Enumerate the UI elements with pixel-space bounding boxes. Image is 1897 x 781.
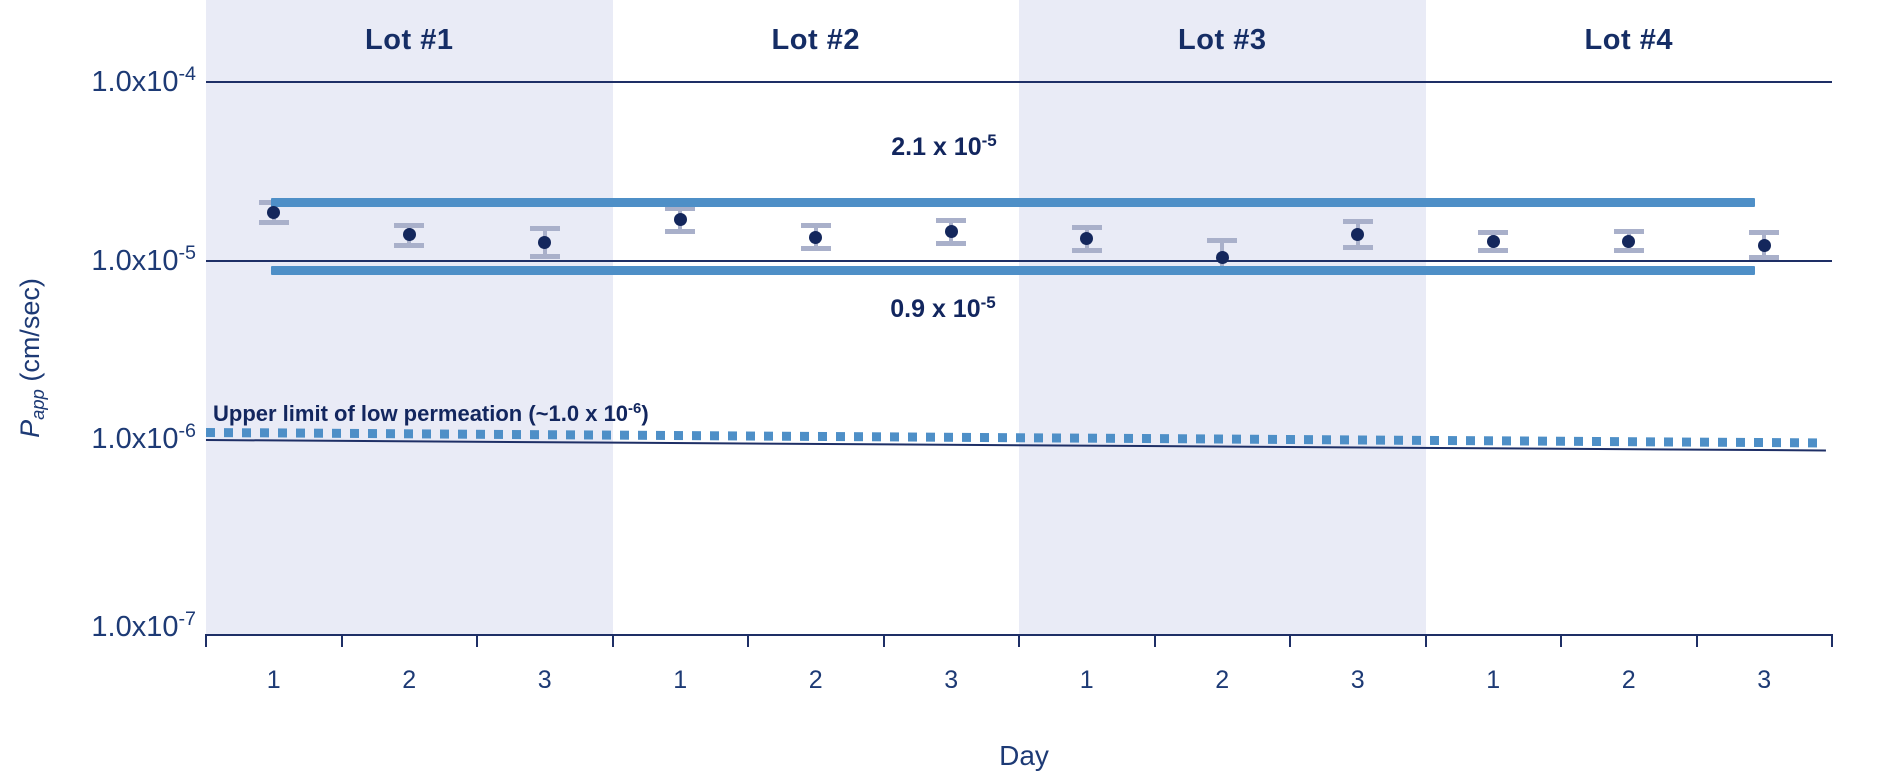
error-bar-cap-bottom [665,228,696,234]
x-axis-tick [1831,634,1833,647]
y-tick-label: 1.0x10-5 [20,241,196,278]
x-axis-tick [1695,634,1698,647]
error-bar-cap-bottom [1749,254,1780,260]
error-bar-cap-top [665,205,696,211]
y-tick-exponent: -7 [178,608,196,631]
ref-upper-label-text: 2.1 x 10 [891,133,982,161]
day-tick-label: 3 [1757,666,1772,694]
day-tick-label: 1 [1486,666,1501,694]
y-tick-mantissa: 1.0x10 [91,423,179,455]
day-tick-label: 3 [944,666,959,694]
error-bar-cap-top [1478,229,1509,235]
day-tick-label: 2 [1621,666,1636,694]
data-point-dot [1486,235,1500,249]
y-axis-title-rest: (cm/sec) [15,278,45,390]
x-axis-tick [1424,634,1427,647]
x-axis-tick [747,634,749,647]
gridline [206,259,1832,262]
error-bar-cap-bottom [1613,247,1644,253]
data-point-dot [1080,232,1094,246]
error-bar-cap-bottom [1071,247,1102,253]
error-bar-cap-bottom [394,242,425,248]
day-tick-label: 2 [402,666,417,694]
error-bar-cap-bottom [258,219,289,225]
error-bar-cap-top [1613,229,1644,235]
data-point-dot [267,206,281,220]
error-bar-cap-top [529,225,560,231]
lot-title: Lot #4 [1584,24,1673,56]
y-tick-mantissa: 1.0x10 [91,611,179,643]
gridline [206,81,1832,83]
x-axis-tick [1153,634,1156,647]
error-bar-cap-bottom [1342,245,1373,251]
error-bar-cap-top [1207,237,1238,243]
error-bar-cap-top [394,223,425,229]
data-point-dot [402,228,416,242]
lot-title: Lot #1 [365,24,454,56]
y-axis-title: Papp (cm/sec) [13,208,49,508]
error-bar-cap-bottom [529,254,560,260]
y-tick-mantissa: 1.0x10 [91,244,179,277]
x-axis-tick [1289,634,1291,647]
x-axis-tick [476,634,478,647]
lot-band [1019,0,1426,634]
data-point-dot [1757,238,1771,252]
x-axis-title: Day [999,740,1049,771]
error-bar-cap-bottom [800,245,831,251]
error-bar-cap-top [1071,225,1102,231]
ref-upper-label-exp: -5 [981,130,997,150]
error-bar-cap-top [1342,218,1373,224]
day-tick-label: 2 [808,666,823,694]
x-axis-tick [340,634,343,647]
error-bar-cap-top [1749,230,1780,236]
lot-band [206,0,613,634]
x-axis-tick [205,634,207,647]
ref-lower-label-text: 0.9 x 10 [890,295,981,323]
y-tick-mantissa: 1.0x10 [91,66,179,98]
x-axis-tick [1018,634,1020,647]
error-bar-cap-bottom [1478,247,1509,253]
ref-line-upper-label: 2.1 x 10-5 [794,130,1094,162]
error-bar-cap-top [936,217,967,223]
error-bar-cap-bottom [936,240,967,246]
data-point-dot [538,236,552,250]
day-tick-label: 2 [1215,666,1230,694]
day-tick-label: 3 [1350,666,1365,694]
limit-label-exp: -6 [628,399,642,417]
y-axis-title-sub: app [27,389,49,420]
lot-title: Lot #3 [1178,24,1267,56]
ref-lower-label-exp: -5 [980,292,996,312]
limit-label-suffix: ) [641,401,649,426]
data-point-dot [944,225,958,239]
y-tick-exponent: -4 [178,63,196,86]
y-tick-exponent: -6 [178,420,196,443]
y-axis-title-p: P [15,419,45,438]
day-tick-label: 1 [1079,666,1094,694]
limit-label: Upper limit of low permeation (~1.0 x 10… [213,399,649,427]
limit-label-prefix: Upper limit of low permeation (~1.0 x 10 [213,401,629,426]
ref-line-lower-label: 0.9 x 10-5 [793,292,1093,324]
day-tick-label: 1 [266,666,281,694]
ref-line-lower [271,266,1755,276]
y-tick-label: 1.0x10-7 [20,608,196,644]
data-point-dot [809,230,823,244]
data-point-dot [1215,250,1229,264]
x-axis-tick [1560,634,1562,647]
data-point-dot [673,213,687,227]
data-point-dot [1622,235,1636,249]
error-bar-cap-top [800,223,831,229]
x-axis-tick [611,634,614,647]
ref-line-upper [271,198,1755,208]
y-tick-label: 1.0x10-4 [20,63,196,99]
day-tick-label: 1 [673,666,688,694]
lot-title: Lot #2 [771,24,860,56]
y-tick-label: 1.0x10-6 [20,420,196,456]
day-tick-label: 3 [537,666,552,694]
y-tick-exponent: -5 [178,241,196,264]
x-axis-tick [882,634,885,647]
data-point-dot [1351,228,1365,242]
